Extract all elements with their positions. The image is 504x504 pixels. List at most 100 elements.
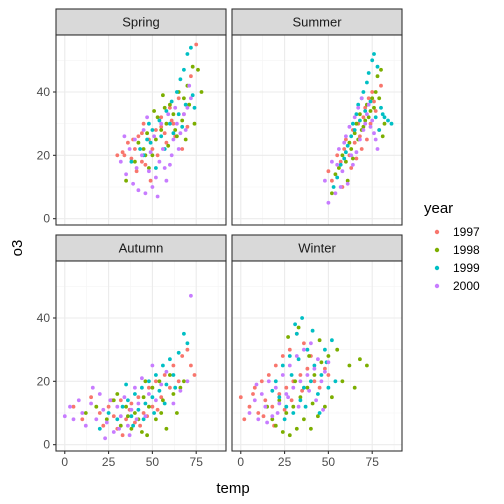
data-point-2000 (321, 407, 325, 412)
data-point-1999 (351, 121, 355, 126)
data-point-2000 (183, 128, 188, 132)
data-point-1997 (277, 392, 282, 396)
data-point-1998 (361, 124, 366, 129)
data-point-1999 (379, 105, 383, 110)
data-point-1998 (377, 96, 382, 101)
x-tick-label: 25 (278, 455, 292, 469)
data-point-1997 (335, 153, 340, 158)
data-point-2000 (296, 404, 301, 409)
data-point-1998 (168, 373, 172, 377)
y-tick-label: 40 (37, 311, 51, 325)
data-point-1997 (136, 395, 141, 400)
data-point-2000 (370, 118, 375, 123)
data-point-1999 (147, 379, 151, 384)
data-point-1997 (180, 354, 185, 358)
data-point-1998 (366, 115, 371, 120)
y-tick-label: 40 (37, 85, 51, 99)
data-point-1999 (150, 395, 155, 400)
data-point-1999 (126, 398, 130, 403)
data-point-1997 (256, 411, 261, 415)
panel-border (231, 34, 403, 226)
data-point-1997 (155, 407, 160, 412)
data-point-2000 (118, 159, 123, 164)
data-point-1998 (358, 357, 362, 362)
data-point-2000 (127, 147, 132, 151)
data-point-2000 (291, 385, 296, 390)
x-tick-label: 50 (322, 455, 336, 469)
data-point-1998 (192, 121, 197, 126)
data-point-2000 (147, 392, 151, 396)
legend-title: year (424, 200, 453, 217)
panel-background (56, 35, 226, 225)
data-point-1998 (129, 426, 134, 431)
data-point-1997 (122, 153, 127, 158)
data-point-1999 (365, 80, 369, 85)
data-point-1997 (129, 156, 134, 161)
data-point-2000 (175, 121, 179, 126)
data-point-2000 (256, 417, 261, 422)
data-point-1998 (143, 379, 148, 384)
data-point-1998 (316, 414, 320, 419)
data-point-2000 (162, 166, 167, 170)
data-point-2000 (359, 96, 364, 101)
data-point-1999 (270, 388, 275, 393)
data-point-1998 (159, 411, 164, 415)
data-point-1997 (134, 169, 139, 174)
data-point-1998 (345, 178, 350, 183)
data-point-2000 (352, 115, 357, 120)
data-point-1999 (120, 404, 125, 409)
data-point-1999 (294, 331, 299, 336)
data-point-2000 (136, 188, 141, 193)
data-point-1999 (131, 423, 136, 428)
data-point-2000 (157, 159, 162, 164)
data-point-1997 (358, 134, 362, 139)
data-point-1999 (129, 159, 134, 164)
data-point-1998 (380, 134, 385, 139)
data-point-2000 (155, 194, 160, 199)
data-point-2000 (143, 191, 148, 196)
data-point-1998 (286, 335, 290, 339)
x-axis-title: temp (216, 480, 249, 497)
data-point-1998 (133, 411, 137, 415)
data-point-1999 (152, 411, 157, 415)
data-point-1999 (282, 417, 287, 422)
data-point-1999 (273, 379, 278, 384)
data-point-1998 (379, 67, 383, 72)
data-point-1997 (171, 363, 176, 368)
data-point-2000 (171, 401, 176, 406)
data-point-2000 (340, 169, 345, 174)
data-point-1997 (379, 83, 383, 88)
data-point-2000 (178, 388, 183, 393)
data-point-2000 (159, 121, 164, 126)
data-point-2000 (140, 153, 144, 158)
data-point-1998 (347, 363, 352, 368)
data-point-2000 (351, 162, 355, 167)
data-point-1997 (312, 379, 317, 384)
data-point-1997 (138, 423, 143, 428)
data-point-1999 (168, 357, 172, 362)
data-point-1997 (192, 373, 197, 377)
data-point-1998 (326, 354, 331, 358)
data-point-1997 (126, 140, 130, 145)
legend-key-1999 (434, 265, 440, 271)
data-point-1999 (164, 382, 169, 387)
data-point-1999 (180, 124, 185, 129)
data-point-2000 (140, 376, 144, 381)
data-point-1998 (154, 137, 158, 142)
data-point-2000 (356, 105, 361, 110)
data-point-1997 (251, 392, 255, 396)
data-point-1998 (305, 385, 310, 390)
data-point-1998 (323, 404, 327, 409)
data-point-1998 (196, 67, 200, 72)
data-point-2000 (316, 357, 320, 362)
data-point-1997 (169, 118, 174, 123)
data-point-2000 (68, 404, 72, 409)
data-point-1998 (159, 128, 164, 132)
data-point-2000 (136, 401, 141, 406)
data-point-2000 (326, 200, 331, 205)
data-point-1997 (106, 404, 111, 409)
data-point-1997 (300, 388, 304, 393)
y-tick-label: 20 (37, 148, 51, 162)
data-point-1997 (330, 178, 334, 183)
